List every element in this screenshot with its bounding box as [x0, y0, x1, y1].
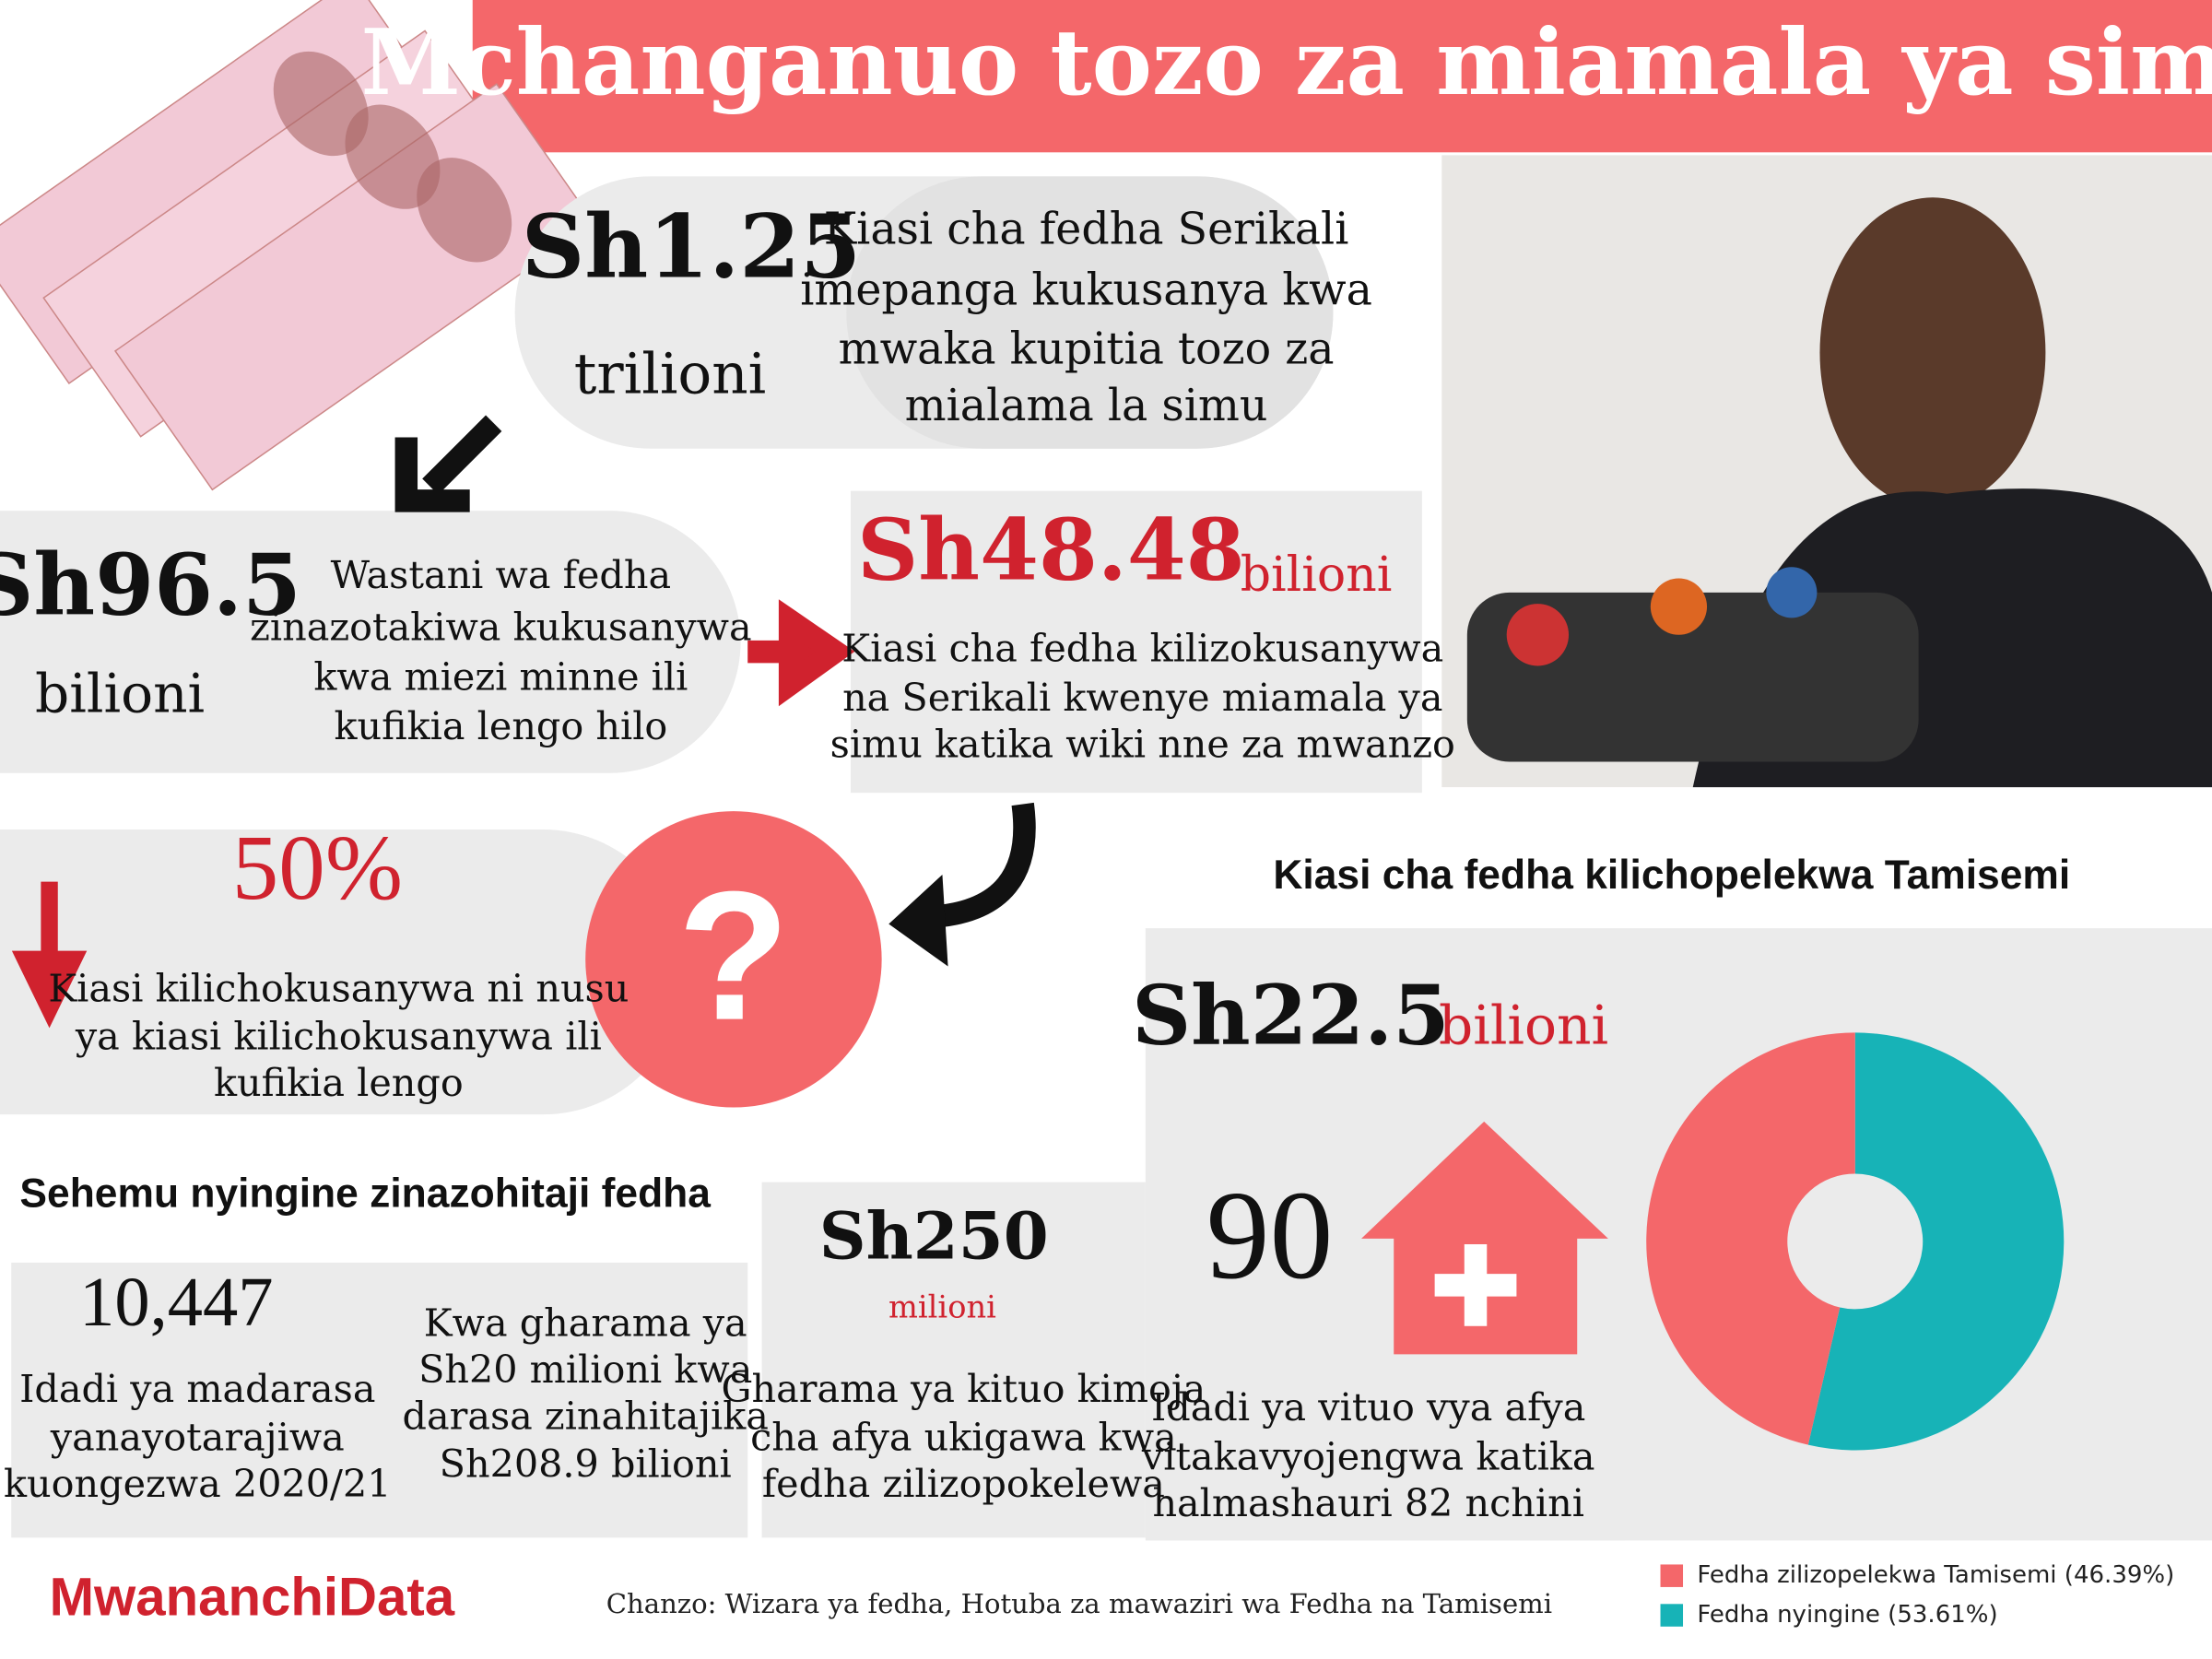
description: na Serikali kwenye miamala ya [842, 676, 1442, 720]
classrooms-panel [11, 1262, 748, 1538]
unit: milioni [888, 1288, 996, 1324]
section-title: Kiasi cha fedha kilichopelekwa Tamisemi [1273, 853, 2070, 898]
arrow [930, 802, 1036, 929]
description: Wastani wa fedha [331, 553, 671, 597]
health-house-icon [1361, 1121, 1608, 1355]
unit: trilioni [574, 341, 766, 406]
description: darasa zinahitajika [403, 1394, 769, 1438]
photo [1441, 155, 2212, 788]
description: fedha zilizopokelewa [762, 1462, 1165, 1506]
description: kufikia lengo [214, 1061, 464, 1105]
description: Sh20 milioni kwa [418, 1347, 752, 1392]
description: kufikia lengo hilo [334, 704, 667, 748]
amount: Sh1.25 [522, 195, 862, 298]
donut-slice [1807, 1032, 2065, 1451]
description: zinazotakiwa kukusanywa [250, 606, 752, 650]
question-circle [585, 811, 882, 1108]
health-cost-panel [761, 1182, 1146, 1538]
description: yanayotarajiwa [50, 1415, 345, 1459]
brand: MwananchiData [50, 1568, 455, 1628]
amount: 10,447 [79, 1263, 273, 1341]
unit: bilioni [1241, 547, 1393, 603]
annual-target-desc-panel [846, 176, 1334, 449]
banknotes-illustration [0, 0, 595, 491]
donut-slice [1646, 1032, 1855, 1445]
description: vitakavyojengwa katika [1141, 1435, 1595, 1479]
description: kwa miezi minne ili [313, 654, 688, 699]
amount: 50% [232, 816, 403, 919]
description: mialama la simu [905, 381, 1268, 431]
description: cha afya ukigawa kwa [750, 1415, 1177, 1459]
source: Chanzo: Wizara ya fedha, Hotuba za mawaz… [606, 1588, 1552, 1619]
arrow [394, 415, 502, 512]
arrow [888, 874, 948, 967]
legend-label: Fedha zilizopelekwa Tamisemi (46.39%) [1697, 1561, 2174, 1589]
donut-chart: Fedha zilizopelekwa Tamisemi (46.39%) Fed… [1646, 1032, 2174, 1629]
description: Kiasi cha fedha Serikali [824, 205, 1349, 255]
description: imepanga kukusanya kwa [800, 265, 1372, 315]
description: simu katika wiki nne za mwanzo [830, 723, 1455, 767]
description: ya kiasi kilichokusanywa ili [75, 1015, 602, 1059]
unit: bilioni [35, 663, 205, 725]
legend-swatch [1660, 1604, 1684, 1627]
description: halmashauri 82 nchini [1152, 1481, 1583, 1525]
description: Gharama ya kituo kimoja [721, 1367, 1206, 1411]
description: Sh208.9 bilioni [440, 1441, 732, 1486]
four-month-panel [0, 511, 741, 773]
title-banner [472, 0, 2212, 153]
arrow [11, 881, 88, 1029]
description: Kwa gharama ya [424, 1300, 747, 1345]
description: kuongezwa 2020/21 [4, 1462, 392, 1506]
legend-label: Fedha nyingine (53.61%) [1697, 1601, 1997, 1629]
legend-box [1625, 1540, 2212, 1659]
amount: Sh96.5 [0, 535, 301, 635]
arrow [747, 599, 855, 707]
share-panel [0, 830, 685, 1115]
amount: Sh22.5 [1132, 968, 1450, 1064]
description: mwaka kupitia tozo za [839, 324, 1335, 375]
description: Kiasi kilichokusanywa ni nusu [48, 967, 629, 1011]
section-title: Sehemu nyingine zinazohitaji fedha [19, 1171, 711, 1217]
amount: Sh48.48 [857, 500, 1245, 599]
title: Mchanganuo tozo za miamala ya simu [361, 10, 2212, 116]
amount: 90 [1206, 1164, 1334, 1305]
description: Kiasi cha fedha kilizokusanywa [841, 627, 1443, 671]
amount: Sh250 [819, 1197, 1049, 1274]
collected-panel [850, 490, 1422, 794]
legend-swatch [1660, 1564, 1684, 1587]
description: Idadi ya vituo vya afya [1151, 1385, 1585, 1430]
unit: bilioni [1439, 994, 1608, 1056]
description: Idadi ya madarasa [19, 1367, 375, 1411]
question-mark: ? [677, 854, 790, 1059]
